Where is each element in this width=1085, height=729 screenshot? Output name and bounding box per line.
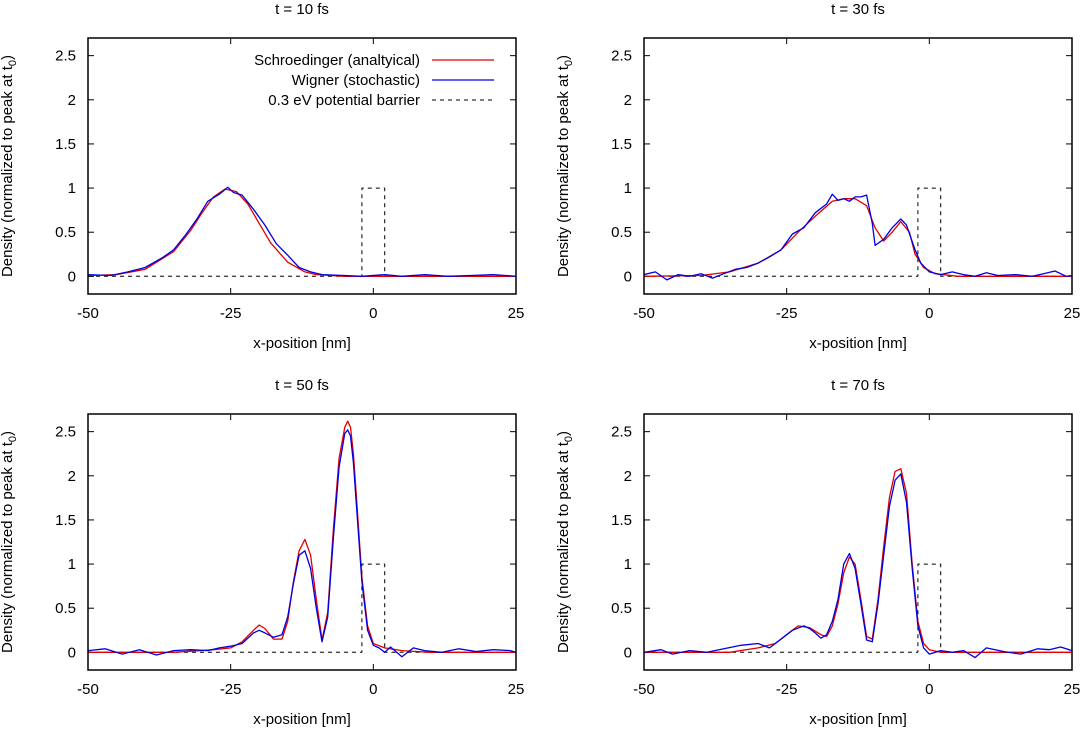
y-axis-label: Density (normalized to peak at t0) (555, 55, 575, 277)
y-tick-label: 1.5 (55, 512, 76, 529)
y-tick-label: 0.5 (611, 224, 632, 241)
y-tick-label: 1 (68, 556, 76, 573)
chart-title: t = 50 fs (275, 377, 329, 394)
x-tick-label: -50 (77, 305, 99, 322)
x-tick-label: 0 (925, 305, 933, 322)
x-tick-label: -25 (776, 305, 798, 322)
chart-panel-2: t = 30 fs -50 -25 0 25 0 0.5 1 1.5 2 2.5 x-position… (555, 1, 1080, 352)
chart-panel-4: t = 70 fs -50 -25 0 25 0 0.5 1 1.5 2 2.5 x-position… (555, 377, 1080, 728)
legend-label: Schroedinger (analtyical) (254, 52, 420, 69)
series-wigner-line (88, 429, 516, 658)
series-schroedinger-line (644, 468, 1072, 653)
chart-panel-3: t = 50 fs -50 -25 0 25 0 0.5 1 1.5 2 2.5 x-position… (0, 377, 524, 728)
y-tick-label: 2 (68, 92, 76, 109)
x-tick-label: 25 (508, 681, 525, 698)
plot-frame (643, 37, 1073, 295)
x-tick-label: -50 (77, 681, 99, 698)
y-tick-label: 1 (624, 180, 632, 197)
x-tick-label: 25 (1064, 681, 1081, 698)
x-tick-label: 0 (369, 681, 377, 698)
y-axis-label: Density (normalized to peak at t0) (0, 431, 19, 653)
y-tick-label: 0 (68, 644, 76, 661)
series-wigner-line (644, 193, 1072, 281)
series-barrier-line (644, 563, 1072, 653)
y-tick-label: 2.5 (55, 424, 76, 441)
y-tick-label: 2.5 (611, 48, 632, 65)
x-tick-label: -50 (633, 681, 655, 698)
y-tick-label: 2.5 (55, 48, 76, 65)
x-tick-label: 25 (508, 305, 525, 322)
series-schroedinger-line (88, 420, 516, 653)
y-axis-label: Density (normalized to peak at t0) (0, 55, 19, 277)
chart-panel-1: t = 10 fs -50 -25 0 25 0 0.5 1 1.5 2 2.5 x-position… (0, 1, 524, 352)
y-tick-label: 1 (68, 180, 76, 197)
x-tick-label: 0 (369, 305, 377, 322)
chart-title: t = 70 fs (831, 377, 885, 394)
plot-frame (87, 413, 517, 671)
legend-label: 0.3 eV potential barrier (268, 92, 420, 109)
y-tick-label: 1.5 (611, 512, 632, 529)
x-tick-label: -50 (633, 305, 655, 322)
chart-title: t = 30 fs (831, 1, 885, 18)
y-tick-label: 0.5 (55, 600, 76, 617)
series-wigner-line (88, 186, 516, 277)
y-tick-label: 0 (624, 644, 632, 661)
legend-label: Wigner (stochastic) (292, 72, 420, 89)
x-axis-label: x-position [nm] (809, 711, 907, 728)
y-tick-label: 1.5 (611, 136, 632, 153)
x-tick-label: 25 (1064, 305, 1081, 322)
x-axis-label: x-position [nm] (809, 335, 907, 352)
y-tick-label: 0 (68, 268, 76, 285)
y-tick-label: 2.5 (611, 424, 632, 441)
y-tick-label: 1.5 (55, 136, 76, 153)
plot-frame (643, 413, 1073, 671)
y-tick-label: 2 (68, 468, 76, 485)
x-tick-label: -25 (220, 681, 242, 698)
series-barrier-line (88, 563, 516, 653)
y-tick-label: 1 (624, 556, 632, 573)
series-barrier-line (644, 187, 1072, 277)
y-tick-label: 2 (624, 468, 632, 485)
y-tick-label: 0.5 (611, 600, 632, 617)
series-schroedinger-line (644, 198, 1072, 277)
plot-frame (87, 37, 517, 295)
x-axis-label: x-position [nm] (253, 711, 351, 728)
x-tick-label: -25 (220, 305, 242, 322)
x-tick-label: 0 (925, 681, 933, 698)
series-wigner-line (644, 473, 1072, 659)
y-tick-label: 0 (624, 268, 632, 285)
legend: Schroedinger (analtyical) Wigner (stochas… (254, 52, 494, 109)
y-tick-label: 0.5 (55, 224, 76, 241)
x-tick-label: -25 (776, 681, 798, 698)
x-axis-label: x-position [nm] (253, 335, 351, 352)
y-axis-label: Density (normalized to peak at t0) (555, 431, 575, 653)
chart-title: t = 10 fs (275, 1, 329, 18)
y-tick-label: 2 (624, 92, 632, 109)
